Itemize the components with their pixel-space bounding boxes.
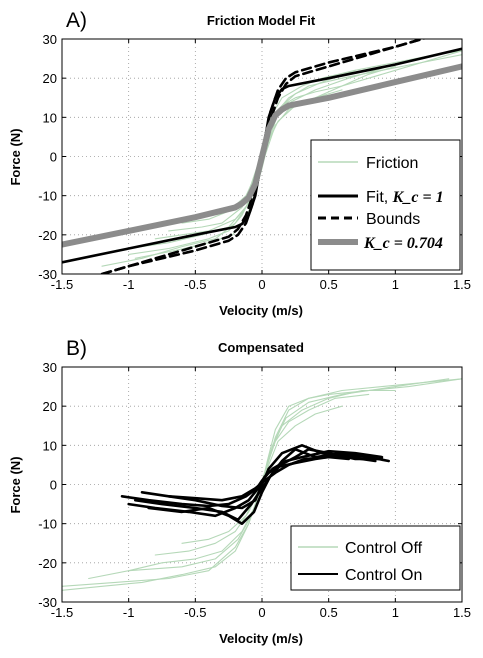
x-tick-label: 0.5: [320, 277, 338, 292]
legend-label-bounds: Bounds: [366, 211, 420, 228]
chart-b: B) Compensated Velocity (m/s) Force (N) …: [8, 337, 471, 646]
y-tick-label: 30: [43, 360, 57, 375]
legend-label-control-on: Control On: [345, 567, 422, 584]
y-tick-label: 10: [43, 110, 57, 125]
legend-label-fit-math: K_c = 1: [392, 189, 444, 206]
chart-a-legend: Friction Fit, K_c = 1 Bounds K_c = 0.704: [310, 139, 461, 271]
series-line: [167, 455, 351, 502]
series-k-c-0-704: [62, 63, 462, 248]
y-tick-label: -20: [38, 556, 57, 571]
y-tick-label: 30: [43, 32, 57, 47]
series-line: [62, 63, 462, 248]
x-tick-label: 1.5: [453, 277, 471, 292]
legend-label-control-off: Control Off: [345, 540, 423, 557]
chart-b-legend-box: [290, 525, 461, 591]
y-tick-label: 10: [43, 438, 57, 453]
panel-label-b: B): [66, 337, 87, 360]
y-tick-label: -20: [38, 228, 57, 243]
y-tick-label: 20: [43, 71, 57, 86]
legend-label-fit: Fit, K_c = 1: [366, 189, 444, 206]
x-tick-label: -1: [123, 277, 135, 292]
y-tick-label: -10: [38, 517, 57, 532]
y-tick-label: 20: [43, 399, 57, 414]
chart-b-ticks: -1.5 -1 -0.5 0 0.5 1 1.5 -30 -20 -10 0 10 20 30: [38, 360, 471, 620]
y-tick-label: -30: [38, 595, 57, 610]
legend-label-fit-text: Fit,: [366, 189, 393, 206]
x-tick-label: 0: [258, 277, 265, 292]
chart-b-title: Compensated: [218, 340, 304, 355]
chart-b-xlabel: Velocity (m/s): [219, 631, 303, 646]
legend-label-kc: K_c = 0.704: [363, 235, 443, 252]
x-tick-label: -1.5: [51, 605, 73, 620]
x-tick-label: 0.5: [320, 605, 338, 620]
chart-b-plot-area: [62, 378, 462, 591]
series-control-on: [120, 443, 391, 526]
x-tick-label: 0: [258, 605, 265, 620]
chart-a: A) Friction Model Fit Velocity (m/s) For…: [8, 9, 471, 318]
x-tick-label: -0.5: [184, 277, 206, 292]
series-line: [97, 39, 424, 274]
x-tick-label: 1.5: [453, 605, 471, 620]
series-line: [181, 405, 343, 544]
x-tick-label: -1.5: [51, 277, 73, 292]
chart-b-legend: Control Off Control On: [290, 525, 461, 591]
chart-a-xlabel: Velocity (m/s): [219, 303, 303, 318]
chart-a-title: Friction Model Fit: [207, 13, 316, 28]
legend-label-friction: Friction: [366, 155, 418, 172]
chart-a-plot-area: [62, 39, 462, 274]
chart-b-ylabel: Force (N): [8, 456, 23, 513]
y-tick-label: 0: [50, 150, 57, 165]
y-tick-label: -10: [38, 189, 57, 204]
x-tick-label: -1: [123, 605, 135, 620]
x-tick-label: 1: [392, 277, 399, 292]
y-tick-label: 0: [50, 478, 57, 493]
panel-label-a: A): [66, 9, 87, 32]
y-tick-label: -30: [38, 267, 57, 282]
x-tick-label: 1: [392, 605, 399, 620]
chart-a-ticks: -1.5 -1 -0.5 0 0.5 1 1.5 -30 -20 -10 0 10 20 30: [38, 32, 471, 292]
x-tick-label: -0.5: [184, 605, 206, 620]
series-line: [147, 447, 384, 526]
chart-a-ylabel: Force (N): [8, 128, 23, 185]
